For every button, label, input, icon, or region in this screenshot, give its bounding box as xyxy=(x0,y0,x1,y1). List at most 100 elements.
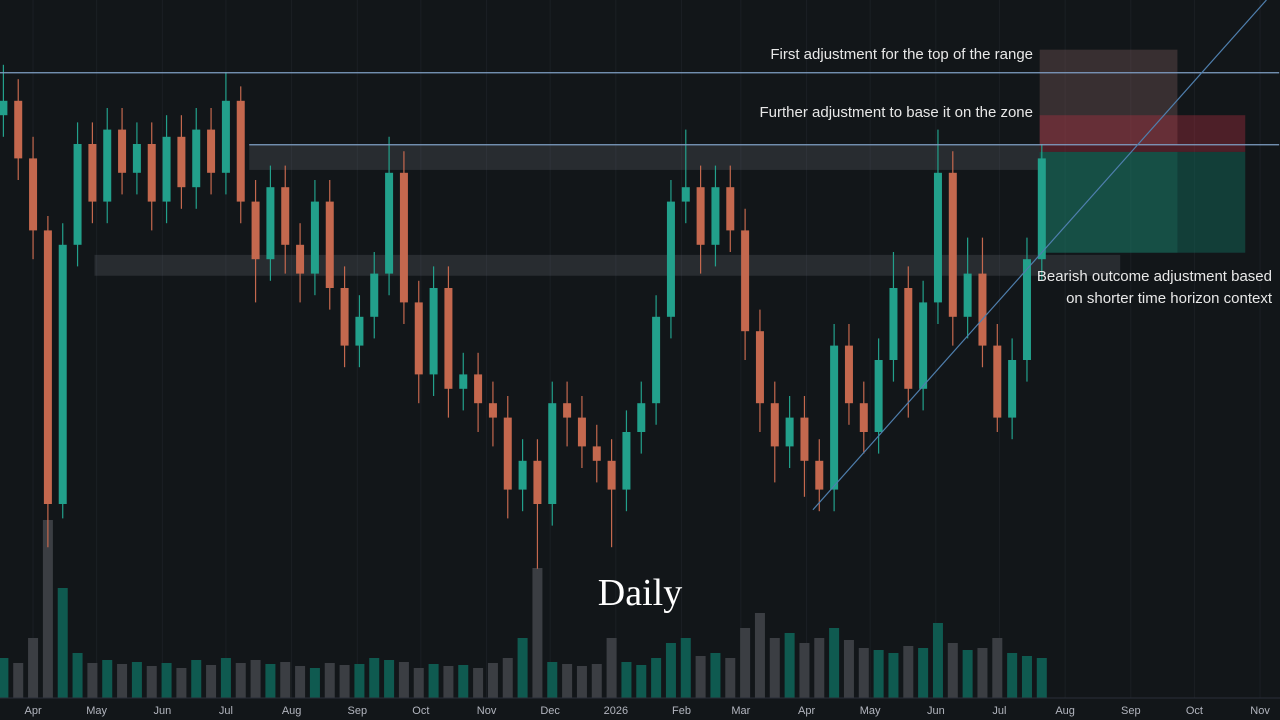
annotation: on shorter time horizon context xyxy=(1066,290,1273,307)
volume-bar xyxy=(621,662,632,698)
candle-body xyxy=(1037,158,1046,260)
volume-bar xyxy=(339,665,350,698)
candle-body xyxy=(859,403,868,432)
volume-bar xyxy=(680,638,691,698)
zone-box xyxy=(1039,115,1246,152)
volume-bar xyxy=(606,638,617,698)
candle-body xyxy=(103,129,112,202)
candle-body xyxy=(503,417,512,490)
candle-body xyxy=(993,345,1002,418)
x-tick-label: Oct xyxy=(1186,705,1203,717)
volume-bar xyxy=(13,663,24,698)
annotation: Further adjustment to base it on the zon… xyxy=(760,104,1034,121)
candle-body xyxy=(1022,259,1031,360)
volume-bar xyxy=(517,638,528,698)
candle-body xyxy=(948,172,957,317)
volume-bar xyxy=(651,658,662,698)
volume-bar xyxy=(369,658,380,698)
candle-body xyxy=(815,460,824,490)
volume-bar xyxy=(903,646,914,698)
candle-body xyxy=(399,172,408,303)
volume-bar xyxy=(665,643,676,698)
candle-body xyxy=(904,288,913,389)
candle-body xyxy=(236,100,245,202)
candle-body xyxy=(0,100,8,116)
volume-bar xyxy=(443,666,454,698)
volume-bar xyxy=(843,640,854,698)
volume-bar xyxy=(562,664,573,698)
volume-bar xyxy=(487,663,498,698)
volume-bar xyxy=(117,664,128,698)
volume-bar xyxy=(502,658,513,698)
volume-bar xyxy=(265,664,276,698)
volume-bar xyxy=(799,643,810,698)
x-tick-label: Aug xyxy=(1055,705,1075,717)
zones xyxy=(94,49,1246,276)
candle-body xyxy=(310,201,319,274)
volume-bar xyxy=(873,650,884,698)
candle-body xyxy=(518,460,527,490)
annotation: First adjustment for the top of the rang… xyxy=(770,46,1033,63)
volume-bar xyxy=(918,648,929,698)
candle-body xyxy=(785,417,794,447)
x-tick-label: Nov xyxy=(477,705,497,717)
candle-body xyxy=(444,288,453,389)
candle-body xyxy=(192,129,201,188)
candle-body xyxy=(459,374,468,389)
volume-bar xyxy=(962,650,973,698)
volume-bar xyxy=(992,638,1003,698)
candle-body xyxy=(755,331,764,404)
volume-bar xyxy=(413,668,424,698)
volume-bar xyxy=(710,653,721,698)
candle-body xyxy=(696,187,705,245)
candle-body xyxy=(844,345,853,404)
candle-body xyxy=(607,460,616,490)
candle-body xyxy=(207,129,216,173)
x-tick-label: Apr xyxy=(24,705,41,717)
volume-bar xyxy=(176,668,187,698)
drawn-lines xyxy=(0,0,1280,511)
volume-bar xyxy=(131,662,142,698)
candle-body xyxy=(340,288,349,346)
candle-body xyxy=(88,144,97,202)
candle-body xyxy=(889,288,898,360)
volume-bar xyxy=(947,643,958,698)
volume-bar xyxy=(384,660,395,698)
x-tick-label: Jun xyxy=(153,705,171,717)
candle-body xyxy=(563,403,572,418)
volume-bar xyxy=(324,663,335,698)
x-tick-label: Sep xyxy=(348,705,368,717)
candle-body xyxy=(414,302,423,375)
volume-bar xyxy=(858,648,869,698)
grid xyxy=(32,0,1261,698)
volume-bar xyxy=(1007,653,1018,698)
candle-body xyxy=(474,374,483,404)
volume-bar xyxy=(458,665,469,698)
x-tick-label: Mar xyxy=(731,705,750,717)
volume-bar xyxy=(72,653,83,698)
volume-bar xyxy=(532,568,543,698)
candle-body xyxy=(622,432,631,490)
candle-body xyxy=(770,403,779,447)
volume-bar xyxy=(42,520,53,698)
candle-body xyxy=(548,403,557,504)
x-tick-label: Feb xyxy=(672,705,691,717)
volume-bar xyxy=(235,663,246,698)
x-tick-label: Nov xyxy=(1250,705,1270,717)
volume-bar xyxy=(220,658,231,698)
chart-title: Daily xyxy=(598,572,682,614)
candle-body xyxy=(741,230,750,332)
candle-body xyxy=(963,273,972,317)
candle-body xyxy=(726,187,735,231)
candles xyxy=(0,64,1046,569)
x-tick-label: Jul xyxy=(992,705,1006,717)
candle-body xyxy=(533,460,542,504)
zone-box xyxy=(249,144,1040,170)
volume-bar xyxy=(398,662,409,698)
candle-body xyxy=(325,201,334,288)
volume-bar xyxy=(280,662,291,698)
volume-bar xyxy=(87,663,98,698)
candle-body xyxy=(978,273,987,346)
